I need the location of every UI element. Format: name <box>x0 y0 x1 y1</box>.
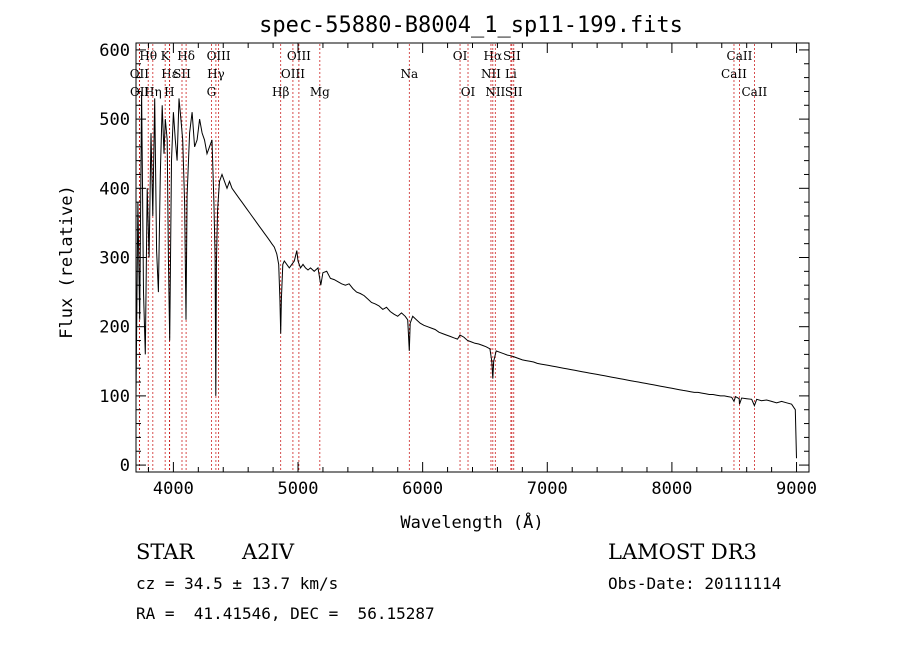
object-class: STAR <box>136 540 195 564</box>
spectral-line-label: G <box>207 85 217 99</box>
spectral-line-label: Mg <box>310 85 330 99</box>
spectral-line-label: NII <box>485 85 505 99</box>
x-tick-label: 5000 <box>278 479 319 499</box>
spectral-line-label: OIII <box>281 67 305 81</box>
spectral-line-label: OII <box>130 85 150 99</box>
object-subclass: A2IV <box>242 540 294 564</box>
x-axis: 4000 5000 6000 7000 8000 9000 <box>147 43 817 499</box>
y-tick-label: 400 <box>99 179 130 199</box>
plot-frame <box>135 42 810 473</box>
spectral-line-label: Na <box>400 67 418 81</box>
x-tick-label: 9000 <box>776 479 817 499</box>
spectral-line-label: OIII <box>287 49 311 63</box>
spectral-line-label: OI <box>453 49 468 63</box>
redshift-text: cz = 34.5 ± 13.7 km/s <box>136 574 339 593</box>
spectral-line-label: H <box>164 85 174 99</box>
flux-series-line <box>135 91 797 459</box>
y-tick-label: 0 <box>120 456 130 476</box>
spectral-line-label: SII <box>503 49 521 63</box>
spectral-line-label: Li <box>505 67 517 81</box>
spectral-line-label: OI <box>461 85 476 99</box>
y-tick-label: 500 <box>99 110 130 130</box>
y-tick-label: 300 <box>99 249 130 269</box>
obs-date: Obs-Date: 20111114 <box>608 574 782 593</box>
spectral-line-label: SII <box>505 85 523 99</box>
spectral-line-label: Hα <box>484 49 503 63</box>
y-axis: 0 100 200 300 400 500 600 <box>99 41 809 476</box>
spectral-line-label: Hγ <box>207 67 225 81</box>
spectral-line-label: Hθ <box>139 49 157 63</box>
x-axis-label: Wavelength (Å) <box>400 511 543 533</box>
y-axis-label: Flux (relative) <box>57 185 77 339</box>
spectral-line-label: K <box>161 49 171 63</box>
y-tick-label: 100 <box>99 387 130 407</box>
y-tick-label: 200 <box>99 318 130 338</box>
chart-title: spec-55880-B8004_1_sp11-199.fits <box>259 13 683 38</box>
survey-name: LAMOST DR3 <box>608 540 757 564</box>
spectral-line-label: NII <box>481 67 501 81</box>
y-tick-label: 600 <box>99 41 130 61</box>
x-tick-label: 6000 <box>402 479 443 499</box>
spectral-line-label: CaII <box>721 67 747 81</box>
x-tick-label: 7000 <box>527 479 568 499</box>
spectral-line-label: CaII <box>727 49 753 63</box>
spectral-line-label: CaII <box>741 85 767 99</box>
x-tick-label: 8000 <box>651 479 692 499</box>
spectral-line-label: SII <box>173 67 191 81</box>
x-tick-label: 4000 <box>153 479 194 499</box>
coordinates: RA = 41.41546, DEC = 56.15287 <box>136 604 435 623</box>
spectral-line-label: Hβ <box>272 85 289 99</box>
spectral-line-label: Hη <box>144 85 162 99</box>
spectral-line-label: OIII <box>207 49 231 63</box>
spectral-line-label: Hδ <box>177 49 195 63</box>
